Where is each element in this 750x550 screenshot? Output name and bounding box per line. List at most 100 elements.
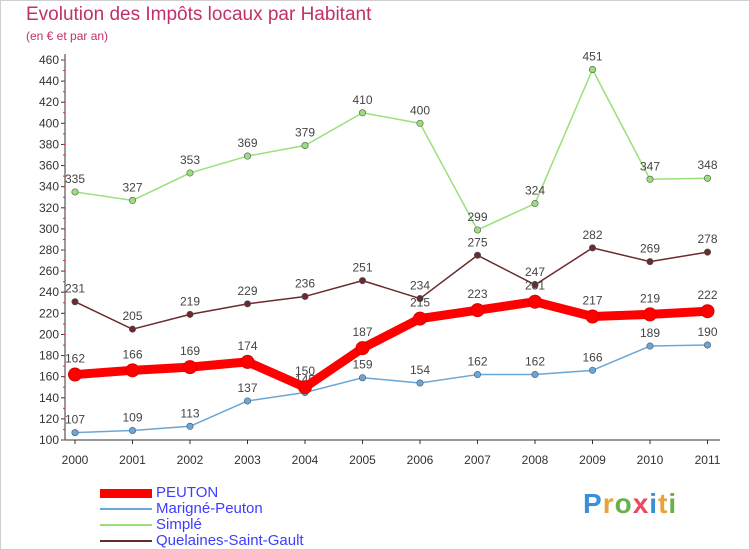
data-point: [186, 169, 194, 177]
legend: PEUTON Marigné-Peuton Simplé Quelaines-S…: [100, 485, 304, 549]
y-tick-label: 420: [39, 95, 59, 109]
data-label: 275: [467, 235, 487, 249]
data-point: [703, 174, 711, 182]
data-label: 162: [525, 355, 545, 369]
data-point: [700, 304, 715, 319]
series-line: [74, 68, 709, 231]
data-label: 107: [65, 413, 85, 427]
data-label: 234: [410, 279, 430, 293]
data-label: 353: [180, 153, 200, 167]
data-point: [240, 354, 255, 369]
y-tick-label: 360: [39, 159, 59, 173]
data-label: 109: [122, 411, 142, 425]
data-point: [244, 152, 252, 160]
data-point: [244, 300, 252, 308]
legend-item-peuton: PEUTON: [100, 485, 304, 501]
data-point: [416, 119, 424, 127]
x-tick-label: 2005: [349, 453, 376, 467]
data-label: 369: [237, 136, 257, 150]
data-point: [129, 196, 137, 204]
legend-item-quelaines: Quelaines-Saint-Gault: [100, 533, 304, 549]
x-tick-label: 2010: [637, 453, 664, 467]
legend-swatch-marigne-peuton: [100, 508, 152, 510]
y-tick-label: 220: [39, 306, 59, 320]
data-label: 282: [582, 228, 602, 242]
y-tick-label: 120: [39, 412, 59, 426]
data-label: 174: [237, 339, 257, 353]
y-tick-label: 260: [39, 264, 59, 278]
data-label: 166: [582, 350, 602, 364]
data-point: [125, 363, 140, 378]
data-label: 150: [295, 364, 315, 378]
data-label: 299: [467, 210, 487, 224]
data-label: 219: [640, 291, 660, 305]
data-label: 159: [352, 358, 372, 372]
data-label: 231: [65, 282, 85, 296]
x-tick-label: 2000: [62, 453, 89, 467]
legend-label-peuton: PEUTON: [156, 484, 219, 501]
logo-letter: r: [602, 488, 615, 519]
series-line: [74, 247, 709, 330]
y-tick-label: 440: [39, 74, 59, 88]
x-tick-label: 2003: [234, 453, 261, 467]
data-point: [646, 258, 654, 266]
data-point: [355, 341, 370, 356]
legend-label-marigne-peuton: Marigné-Peuton: [156, 500, 263, 517]
data-label: 247: [525, 265, 545, 279]
series-line: [74, 344, 709, 434]
data-label: 335: [65, 172, 85, 186]
data-label: 222: [697, 288, 717, 302]
x-tick-label: 2002: [177, 453, 204, 467]
data-point: [416, 379, 424, 387]
y-tick-label: 320: [39, 201, 59, 215]
data-point: [473, 226, 481, 234]
data-point: [358, 109, 366, 117]
x-tick-label: 2006: [407, 453, 434, 467]
data-point: [68, 367, 82, 382]
logo-letter: P: [583, 488, 603, 519]
data-point: [244, 397, 252, 405]
x-tick-label: 2009: [579, 453, 606, 467]
data-point: [703, 341, 711, 349]
legend-item-marigne-peuton: Marigné-Peuton: [100, 501, 304, 517]
logo-letter: x: [632, 488, 650, 519]
y-tick-label: 140: [39, 391, 59, 405]
data-point: [413, 311, 427, 326]
data-point: [588, 366, 596, 374]
logo-letter: i: [668, 488, 678, 519]
data-point: [129, 426, 137, 434]
data-point: [643, 307, 657, 322]
data-label: 219: [180, 294, 200, 308]
x-tick-label: 2011: [695, 453, 721, 467]
data-point: [531, 281, 539, 289]
legend-label-simple: Simplé: [156, 516, 202, 533]
data-label: 400: [410, 103, 430, 117]
chart-subtitle: (en € et par an): [26, 29, 109, 43]
data-label: 451: [582, 50, 602, 64]
chart-title: Evolution des Impôts locaux par Habitant: [26, 4, 372, 25]
data-point: [186, 422, 194, 430]
data-point: [646, 175, 654, 183]
data-label: 231: [525, 279, 545, 293]
data-label: 217: [582, 294, 602, 308]
x-tick-label: 2004: [292, 453, 319, 467]
legend-swatch-peuton: [100, 488, 152, 498]
y-tick-label: 280: [39, 243, 59, 257]
data-point: [358, 277, 366, 285]
y-tick-label: 400: [39, 116, 59, 130]
data-label: 379: [295, 126, 315, 140]
data-label: 278: [697, 232, 717, 246]
data-point: [71, 298, 79, 306]
data-label: 137: [237, 381, 257, 395]
data-point: [531, 371, 539, 379]
y-tick-label: 160: [39, 370, 59, 384]
data-point: [528, 294, 542, 309]
data-label: 236: [295, 276, 315, 290]
data-label: 269: [640, 242, 660, 256]
data-label: 223: [467, 287, 487, 301]
data-label: 327: [122, 180, 142, 194]
y-tick-label: 200: [39, 327, 59, 341]
data-label: 162: [65, 352, 85, 366]
